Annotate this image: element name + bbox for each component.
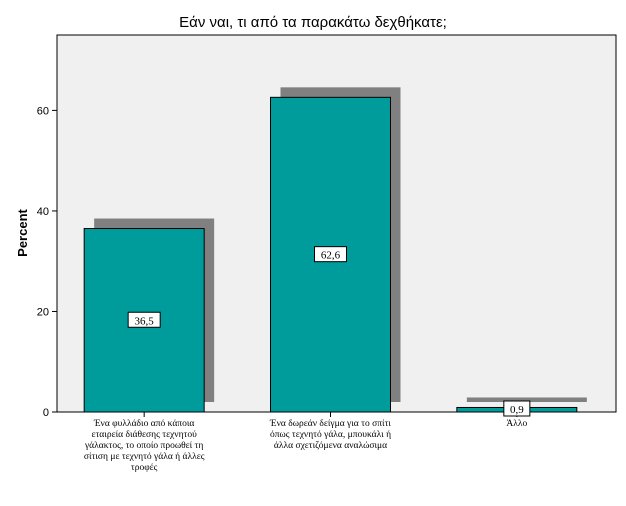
x-tick-label-line: άλλα σχετιζόμενα αναλώσιμα: [274, 440, 387, 451]
x-tick-label: Ένα φυλλάδιο από κάποια εταιρεία διάθεσης…: [84, 419, 205, 473]
data-label-box: [314, 246, 347, 263]
data-label-box: [127, 311, 161, 328]
x-tick-label: Άλλο: [506, 419, 527, 429]
x-tick-label-line: Ένα φυλλάδιο από κάποια: [93, 419, 194, 429]
x-tick-label-line: Ένα δωρεάν δείγμα για το σπίτι: [269, 419, 391, 429]
x-tick-label: Ένα δωρεάν δείγμα για το σπίτι όπως τεχνη…: [269, 419, 391, 451]
data-label: 36,5: [135, 315, 155, 327]
data-label: 62,6: [321, 250, 341, 262]
x-tick-label-line: όπως τεχνητό γάλα, μπουκάλι ή: [270, 430, 391, 440]
y-axis-label: Percent: [15, 208, 30, 256]
y-tick-label: 0: [43, 407, 49, 419]
y-tick-label: 60: [37, 105, 49, 117]
x-tick-label-line: εταιρεία διάθεσης τεχνητού: [92, 430, 198, 440]
data-label-box: [503, 400, 531, 417]
x-tick-label-line: Άλλο: [506, 419, 527, 429]
y-tick-label: 20: [37, 306, 49, 318]
data-label: 0,9: [510, 404, 524, 416]
chart-title: Εάν ναι, τι από τα παρακάτω δεχθήκατε;: [179, 14, 447, 31]
y-tick-label: 40: [37, 206, 49, 218]
x-tick-label-line: γάλακτος, το οποίο προωθεί τη: [84, 441, 203, 451]
chart-marks: 0 20 40 60 36,5 Ένα φυλλάδιο από κάποια εταιρε…: [37, 87, 587, 473]
x-tick-label-line: τροφές: [131, 463, 158, 473]
bar-shadow: [466, 397, 587, 402]
x-tick-label-line: σίτιση με τεχνητό γάλα ή άλλες: [84, 452, 205, 462]
